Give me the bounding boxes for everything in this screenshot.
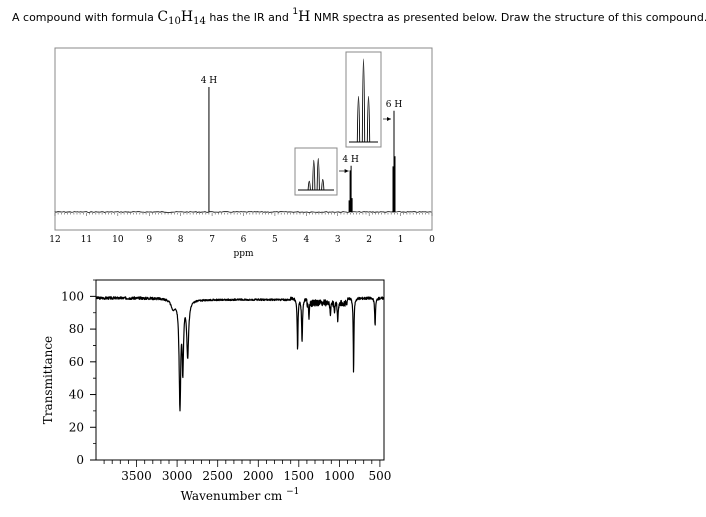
ir-x-tick-label: 1000 [324,469,355,483]
nmr-inset-frame [345,51,382,148]
nmr-x-tick-label: 0 [429,235,435,245]
nmr-x-tick-label: 8 [178,235,184,245]
nmr-inset-arrowhead [344,169,349,173]
formula-element-hydrogen: H [180,9,194,25]
ir-spectrum: 0 20 40 60 80 100 3500 3000 2500 2000 1500 1000 500 W… [41,279,391,503]
formula-element-carbon: C [157,9,169,25]
ir-x-axis-title-main: Wavenumber cm [181,489,286,503]
ir-y-minor-ticks [93,279,96,445]
ir-y-tick-label: 60 [69,355,84,369]
ir-y-tick-label: 20 [69,420,84,434]
nmr-x-tick-label: 4 [303,235,309,245]
nmr-x-tick-label: 12 [49,235,60,245]
ir-y-tick-label: 80 [69,322,84,336]
question-text: A compound with formula C10H14 has the I… [12,6,706,29]
nmr-x-tick-label: 7 [209,235,215,245]
ir-y-axis-title: Transmittance [41,336,55,424]
ir-trace [95,296,385,412]
ir-x-tick-label: 2000 [243,469,274,483]
nmr-x-tick-label: 11 [81,235,92,245]
formula-count-carbon: 10 [168,16,181,27]
nmr-x-tick-label: 5 [272,235,278,245]
nmr-x-tick-label: 9 [146,235,152,245]
formula-count-hydrogen: 14 [193,16,206,27]
ir-x-ticks [103,460,381,467]
nmr-minor-ticks [54,213,433,216]
ir-x-axis-title-unit: −1 [286,487,299,497]
nmr-inset-multiplet [349,58,378,143]
ir-x-tick-label: 3500 [121,469,152,483]
nmr-peak [348,165,353,212]
nmr-inset-multiplet [298,158,334,191]
nmr-peak [392,110,396,212]
ir-x-tick-label: 1500 [284,469,315,483]
nmr-x-tick-label: 10 [112,235,124,245]
ir-x-axis-title: Wavenumber cm −1 [181,487,300,503]
nmr-integration-label: 4 H [342,155,359,165]
nmr-x-tick-label: 6 [241,235,247,245]
molecular-formula: C10H14 [157,9,206,27]
question-prefix: A compound with formula [12,11,154,24]
nmr-x-tick-label: 1 [398,235,404,245]
nmr-inset-arrowhead [386,117,391,121]
ir-x-tick-label: 2500 [202,469,233,483]
ir-frame [95,279,385,461]
nucleus-mass-number: 1 [292,7,299,17]
ir-y-tick-label: 100 [61,289,84,303]
nmr-x-tick-label: 2 [366,235,372,245]
ir-x-tick-label: 3000 [162,469,193,483]
nmr-frame [54,47,433,231]
nmr-integration-label: 4 H [201,76,218,86]
nmr-integration-label: 6 H [386,100,403,110]
nmr-baseline [54,211,432,213]
nmr-inset-frame [294,147,338,196]
ir-x-tick-label: 500 [368,469,391,483]
ir-y-tick-label: 0 [76,453,84,467]
question-suffix: NMR spectra as presented below. Draw the… [313,11,706,24]
nmr-x-axis-title: ppm [233,249,254,259]
nucleus-symbol: H [298,9,311,25]
question-middle: has the IR and [209,11,289,24]
ir-y-tick-label: 40 [69,388,84,402]
nmr-x-tick-label: 3 [335,235,341,245]
